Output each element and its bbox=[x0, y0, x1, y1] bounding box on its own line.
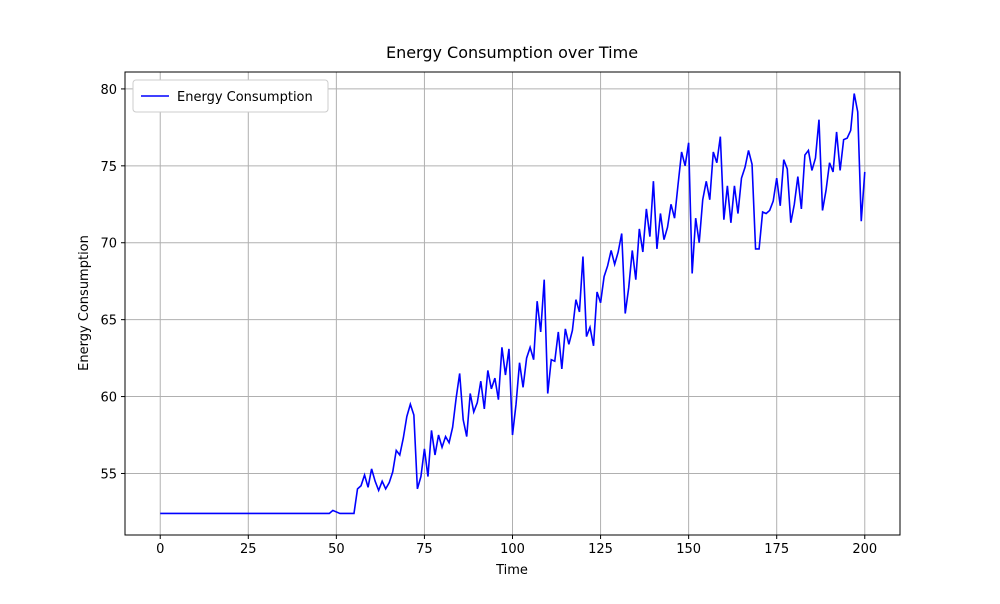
x-tick-label: 150 bbox=[676, 542, 701, 557]
y-tick-label: 65 bbox=[100, 314, 117, 329]
x-tick-label: 50 bbox=[328, 542, 345, 557]
x-tick-label: 100 bbox=[500, 542, 525, 557]
y-tick-label: 75 bbox=[100, 160, 117, 175]
x-tick-label: 200 bbox=[852, 542, 877, 557]
y-tick-label: 80 bbox=[100, 83, 117, 98]
legend-box bbox=[132, 79, 329, 113]
x-axis-label: Time bbox=[495, 563, 528, 578]
chart-title: Energy Consumption over Time bbox=[386, 43, 638, 62]
y-tick-label: 60 bbox=[100, 391, 117, 406]
x-tick-label: 175 bbox=[764, 542, 789, 557]
x-tick-label: 0 bbox=[156, 542, 164, 557]
y-tick-label: 55 bbox=[100, 467, 117, 482]
y-axis-label: Energy Consumption bbox=[77, 235, 92, 371]
data-line bbox=[160, 93, 866, 515]
legend: Energy Consumption bbox=[132, 79, 329, 113]
x-tick-label: 75 bbox=[416, 542, 433, 557]
x-tick-label: 25 bbox=[240, 542, 257, 557]
y-tick-label: 70 bbox=[100, 237, 117, 252]
legend-label: Energy Consumption bbox=[177, 90, 313, 105]
plot-frame bbox=[124, 71, 901, 536]
x-tick-label: 125 bbox=[588, 542, 613, 557]
